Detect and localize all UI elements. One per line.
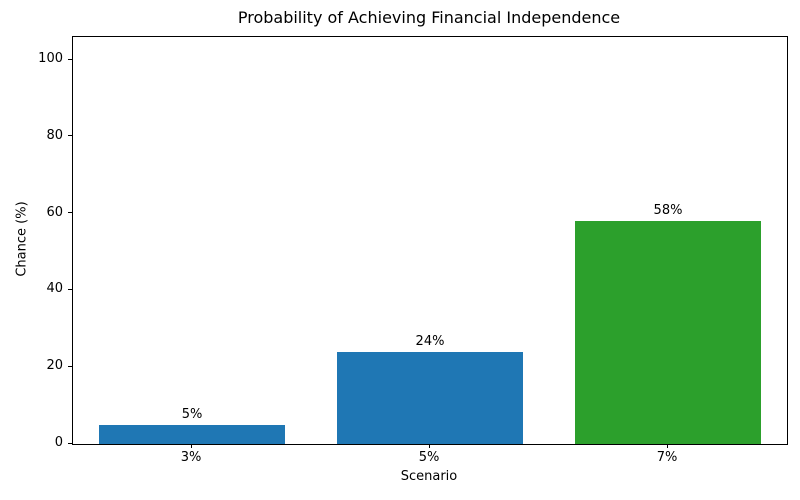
- bar-value-label: 5%: [181, 406, 203, 422]
- x-tick-mark: [666, 444, 668, 448]
- bar-3%: [99, 424, 285, 444]
- y-tick-mark: [68, 58, 72, 60]
- y-tick-mark: [68, 365, 72, 367]
- y-tick-mark: [68, 442, 72, 444]
- x-tick-label: 3%: [180, 450, 202, 465]
- y-tick-label: 80: [46, 127, 63, 143]
- bar-5%: [337, 351, 523, 444]
- y-tick-label: 60: [46, 204, 63, 220]
- y-tick-mark: [68, 288, 72, 290]
- x-tick-mark: [190, 444, 192, 448]
- bar-value-label: 58%: [653, 203, 683, 219]
- x-axis-label: Scenario: [400, 469, 458, 484]
- y-tick-mark: [68, 135, 72, 137]
- y-tick-mark: [68, 212, 72, 214]
- y-tick-label: 40: [46, 281, 63, 297]
- x-tick-label: 5%: [418, 450, 440, 465]
- x-tick-label: 7%: [656, 450, 678, 465]
- chart-title: Probability of Achieving Financial Indep…: [237, 8, 621, 27]
- bar-7%: [575, 221, 761, 444]
- plot-area: 5% 24% 58%: [72, 36, 788, 445]
- y-tick-label: 0: [54, 435, 63, 450]
- y-tick-label: 100: [38, 51, 63, 67]
- y-tick-label: 20: [46, 358, 63, 374]
- bar-value-label: 24%: [415, 333, 445, 349]
- x-tick-mark: [428, 444, 430, 448]
